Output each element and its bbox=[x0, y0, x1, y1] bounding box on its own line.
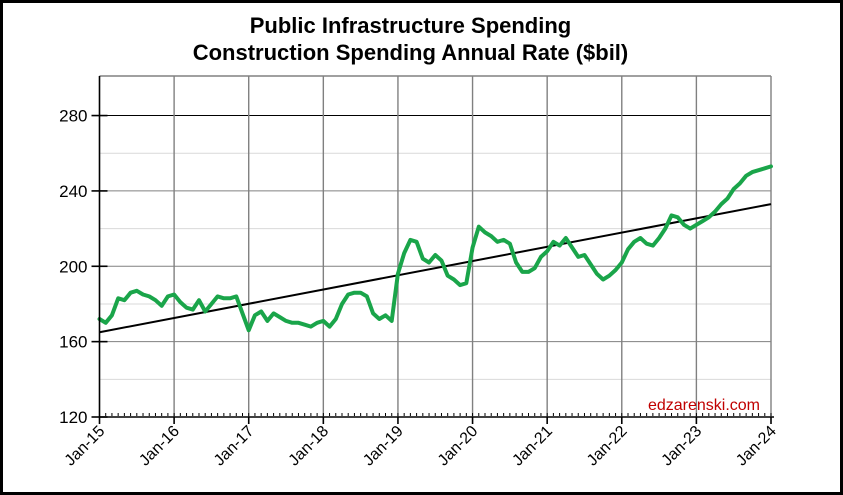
y-tick-label-280: 280 bbox=[59, 107, 87, 126]
data-series bbox=[97, 164, 773, 334]
x-tick-label-Jan-18: Jan-18 bbox=[286, 423, 333, 470]
y-tick-label-200: 200 bbox=[59, 257, 87, 276]
watermark-text: edzarenski.com bbox=[648, 397, 760, 414]
chart-title: Public Infrastructure Spending Construct… bbox=[3, 12, 818, 66]
chart-title-line-1: Public Infrastructure Spending bbox=[249, 13, 572, 38]
x-tick-label-Jan-22: Jan-22 bbox=[584, 423, 631, 470]
trend-line bbox=[99, 203, 772, 334]
axes bbox=[91, 75, 774, 424]
x-tick-label-Jan-17: Jan-17 bbox=[211, 423, 258, 470]
chart-title-line-2: Construction Spending Annual Rate ($bil) bbox=[192, 40, 629, 65]
y-tick-label-160: 160 bbox=[59, 333, 87, 352]
x-tick-label-Jan-23: Jan-23 bbox=[659, 423, 706, 470]
x-tick-label-Jan-21: Jan-21 bbox=[509, 423, 556, 470]
x-tick-label-Jan-20: Jan-20 bbox=[435, 423, 482, 470]
x-tick-label-Jan-19: Jan-19 bbox=[360, 423, 407, 470]
y-tick-label-120: 120 bbox=[59, 408, 87, 427]
y-tick-label-240: 240 bbox=[59, 182, 87, 201]
chart-plot-area: 120 160 200 240 280 Jan-15 Jan-16 Jan-17 Jan-18 J… bbox=[59, 75, 780, 470]
x-tick-label-Jan-16: Jan-16 bbox=[136, 423, 183, 470]
spending-line bbox=[97, 164, 773, 333]
x-tick-label-Jan-24: Jan-24 bbox=[733, 423, 780, 470]
gridlines bbox=[99, 75, 772, 417]
x-tick-label-Jan-15: Jan-15 bbox=[62, 423, 109, 470]
